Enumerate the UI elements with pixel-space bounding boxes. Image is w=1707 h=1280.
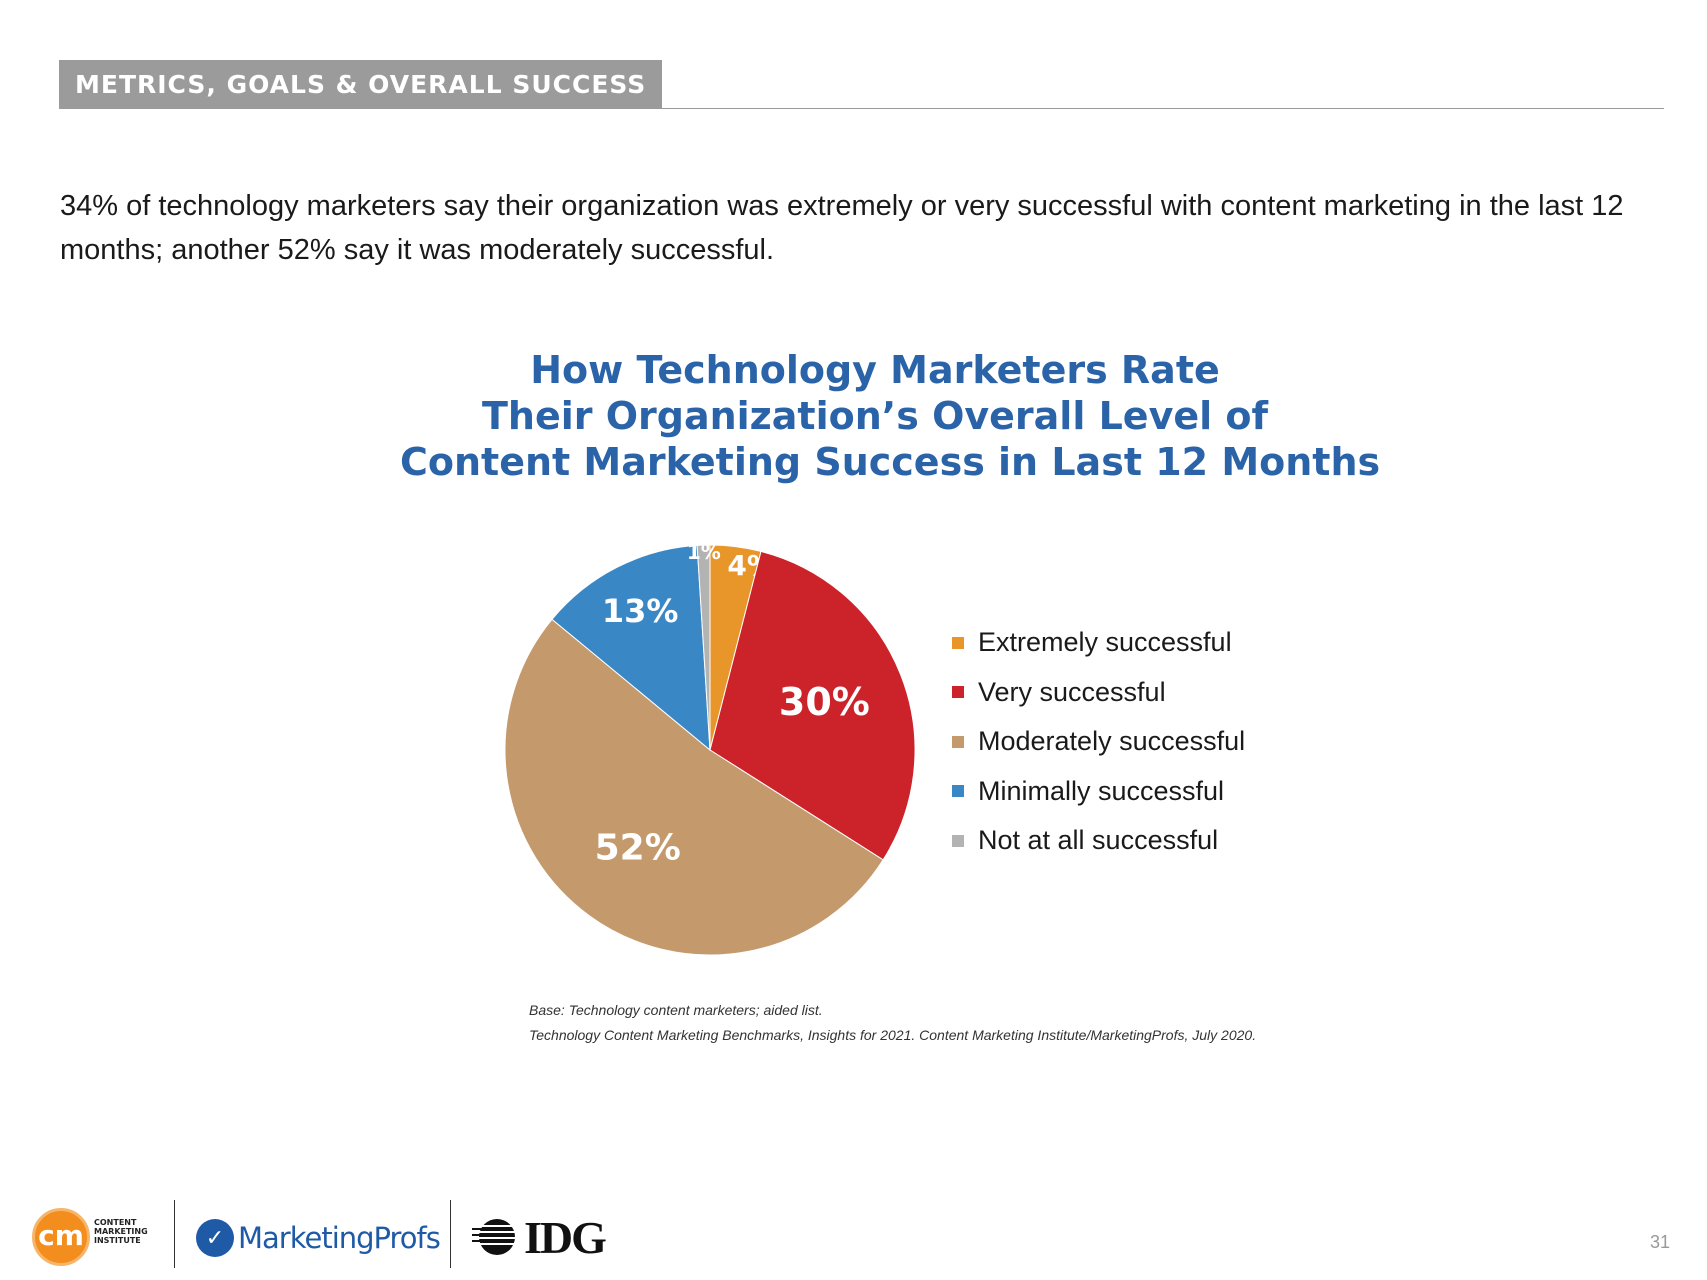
pie-data-label: 30% (779, 680, 870, 724)
pie-slice-not-at-all-successful (696, 544, 711, 751)
pie-slice-minimally-successful (551, 544, 711, 752)
legend-swatch (952, 735, 964, 748)
legend-label: Minimally successful (978, 775, 1225, 806)
page-number: 31 (1650, 1232, 1671, 1252)
marketingprofs-logo-text: MarketingProfs (238, 1221, 441, 1255)
pie-data-label: 13% (602, 592, 679, 630)
legend-swatch (952, 686, 964, 699)
legend-item: Extremely successful (952, 618, 1245, 668)
marketingprofs-logo: ✓ MarketingProfs (196, 1214, 441, 1262)
chart-legend: Extremely successful Very successful Moder… (952, 618, 1245, 866)
legend-item: Minimally successful (952, 767, 1245, 817)
pie-chart: 4%30%52%13%1% (504, 540, 916, 956)
cmi-logo-text: CONTENT MARKETING INSTITUTE (94, 1218, 148, 1245)
logo-divider (450, 1200, 451, 1268)
pie-data-label: 1% (687, 540, 721, 564)
intro-text: 34% of technology marketers say their or… (60, 190, 1624, 266)
idg-logo-text: IDG (524, 1211, 607, 1263)
legend-item: Not at all successful (952, 816, 1245, 866)
cmi-logo-mark: cm (32, 1208, 90, 1266)
cmi-logo: cm CONTENT MARKETING INSTITUTE (32, 1208, 182, 1268)
section-tag: METRICS, GOALS & OVERALL SUCCESS (59, 60, 663, 109)
chart-title: How Technology Marketers Rate Their Orga… (400, 347, 1381, 485)
legend-item: Very successful (952, 668, 1245, 718)
chart-title-line-1: How Technology Marketers Rate (530, 348, 1220, 392)
legend-label: Very successful (978, 676, 1166, 707)
legend-swatch (952, 636, 964, 649)
pie-slice-very-successful (709, 550, 916, 861)
legend-label: Moderately successful (978, 726, 1246, 757)
marketingprofs-mark-icon: ✓ (196, 1219, 234, 1257)
chart-title-line-2: Their Organization’s Overall Level of (481, 394, 1269, 438)
logo-divider (174, 1200, 175, 1268)
legend-label: Extremely successful (978, 627, 1232, 658)
legend-label: Not at all successful (978, 825, 1219, 856)
pie-slice-moderately-successful (504, 618, 884, 956)
legend-item: Moderately successful (952, 717, 1245, 767)
legend-swatch (952, 834, 964, 847)
section-divider (59, 108, 1664, 109)
source-notes: Base: Technology content marketers; aide… (529, 998, 1256, 1048)
footer-logos: cm CONTENT MARKETING INSTITUTE ✓ Marketi… (32, 1200, 652, 1275)
chart-title-line-3: Content Marketing Success in Last 12 Mon… (400, 440, 1381, 484)
base-note: Base: Technology content marketers; aide… (529, 1002, 823, 1018)
source-citation: Technology Content Marketing Benchmarks,… (529, 1027, 1257, 1043)
idg-globe-icon (472, 1219, 522, 1255)
legend-swatch (952, 785, 964, 798)
pie-data-label: 52% (595, 828, 681, 869)
idg-logo: IDG (472, 1211, 607, 1263)
